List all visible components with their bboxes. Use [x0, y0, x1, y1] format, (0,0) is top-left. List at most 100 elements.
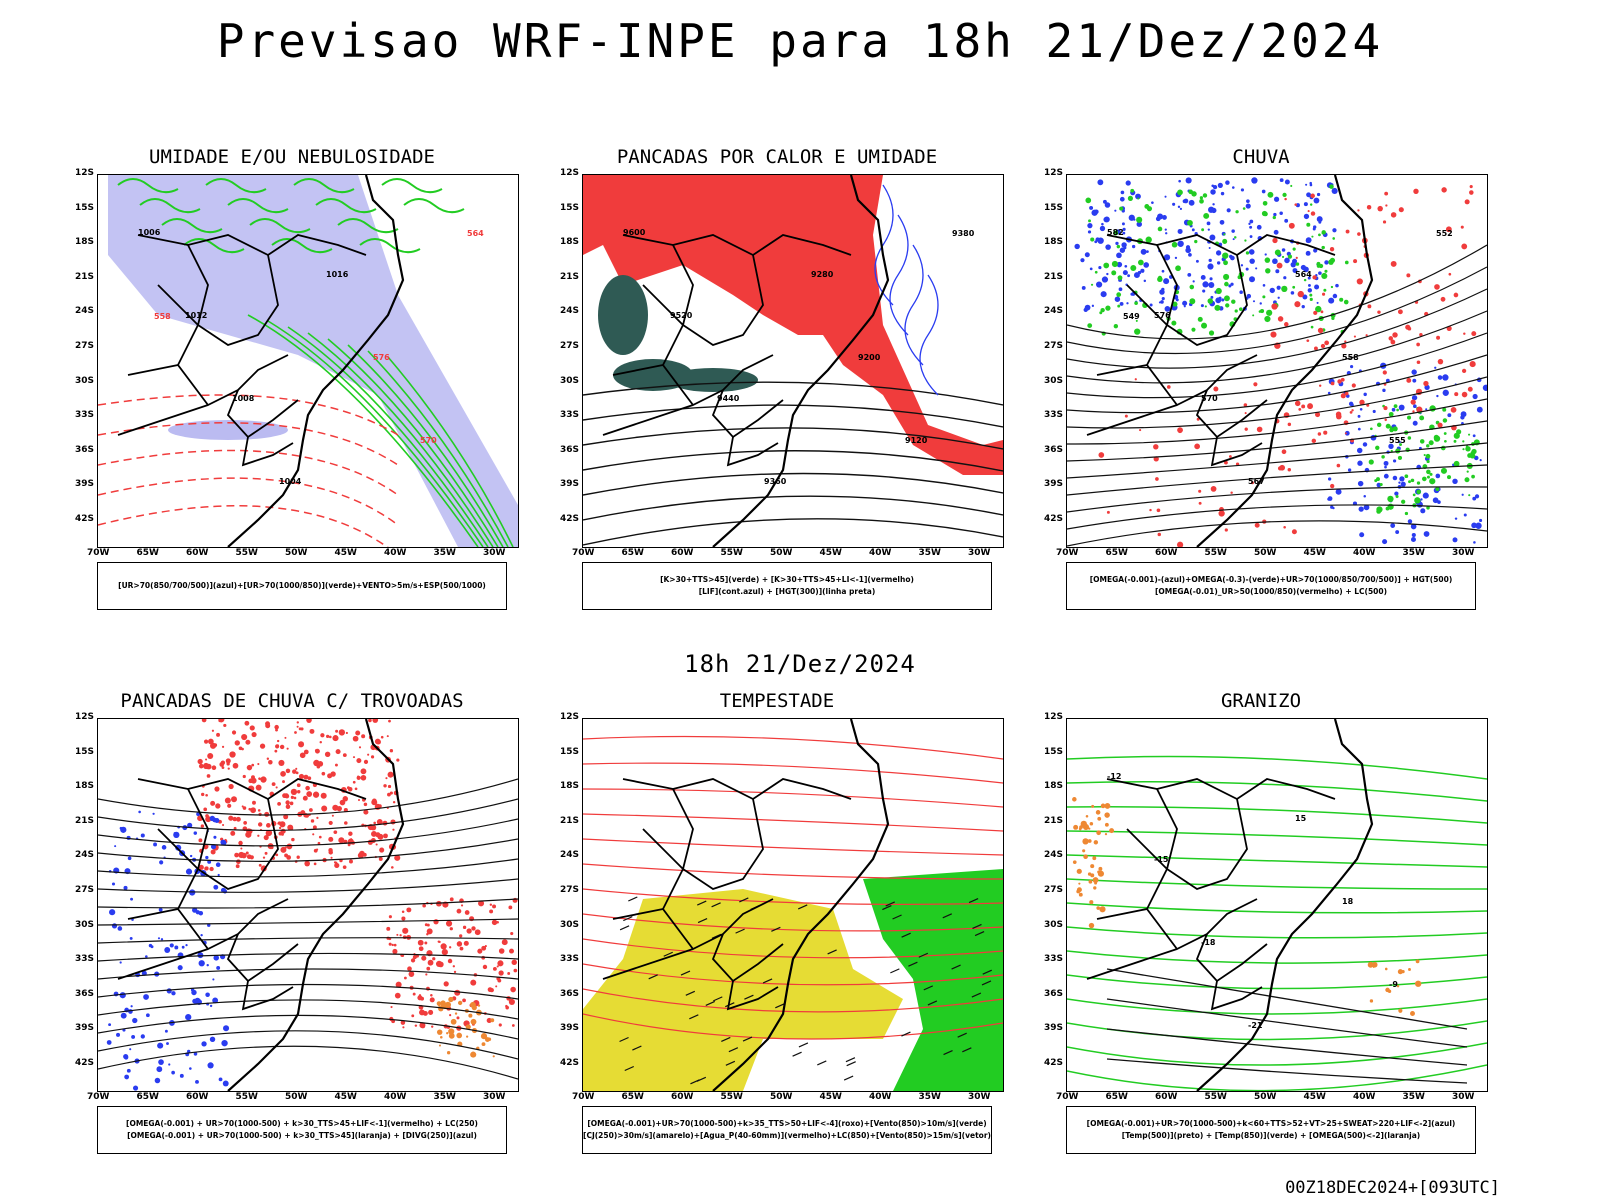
- wind-vector: [725, 1060, 736, 1066]
- storm-area: [292, 769, 297, 774]
- orange-area: [465, 1024, 471, 1030]
- omega500-area: [1085, 814, 1089, 818]
- omega-area: [1187, 272, 1192, 277]
- lon-tick-label: 65W: [1105, 1092, 1128, 1102]
- storm-area: [320, 733, 325, 738]
- storm-area: [387, 784, 392, 789]
- precip-area: [1277, 316, 1284, 322]
- humidity-low-contour: [381, 178, 443, 194]
- omega-area: [1412, 420, 1418, 426]
- omega-area: [1259, 302, 1262, 305]
- storm-area: [299, 752, 306, 759]
- omega500-area: [1088, 922, 1095, 929]
- lon-tick-label: 60W: [1155, 548, 1178, 558]
- storm-area: [289, 801, 294, 806]
- temp500-contour: [1106, 1028, 1468, 1066]
- storm-area: [425, 973, 428, 976]
- omega-area: [1307, 288, 1313, 293]
- lat-tick-label: 33S: [560, 954, 580, 965]
- storm-area: [449, 897, 454, 902]
- lon-tick-label: 30W: [483, 1092, 506, 1102]
- streamline: [98, 918, 518, 926]
- omega-area: [1212, 203, 1215, 206]
- storm-area: [266, 823, 271, 828]
- wind-vector: [648, 974, 658, 980]
- omega-area: [1208, 258, 1212, 263]
- omega-area: [1248, 222, 1251, 225]
- omega-area: [1217, 182, 1223, 188]
- divergence-area: [193, 1052, 198, 1056]
- storm-area: [378, 804, 382, 808]
- omega-area: [1179, 207, 1183, 211]
- orange-area: [440, 1000, 446, 1006]
- omega-area: [1115, 241, 1119, 245]
- humidity-low-contour: [403, 198, 465, 214]
- divergence-area: [123, 885, 128, 890]
- omega-area: [1136, 221, 1142, 227]
- lat-tick-label: 21S: [560, 815, 580, 826]
- storm-area: [307, 776, 312, 781]
- precip-area: [1416, 342, 1420, 347]
- storm-area: [285, 768, 291, 774]
- storm-area: [298, 727, 302, 731]
- omega-area: [1388, 443, 1394, 450]
- omega500-area: [1078, 892, 1083, 897]
- omega-area: [1163, 278, 1170, 285]
- omega500-area: [1104, 812, 1110, 818]
- omega-area: [1087, 222, 1093, 229]
- panel-legend: [OMEGA(-0.001)+UR>70(1000-500)+k<60+TTS>…: [1066, 1106, 1476, 1154]
- omega-area: [1473, 541, 1476, 544]
- divergence-area: [166, 1042, 169, 1045]
- streamline: [98, 1030, 518, 1060]
- storm-area: [210, 800, 216, 806]
- storm-area: [394, 992, 401, 999]
- lon-tick-label: 60W: [186, 548, 209, 558]
- precip-area: [1317, 327, 1324, 334]
- divergence-area: [123, 1055, 129, 1060]
- omega-strong-area: [1130, 264, 1137, 271]
- omega-area: [1290, 291, 1295, 295]
- lat-tick-label: 15S: [1044, 746, 1064, 757]
- orange-area: [436, 1029, 443, 1035]
- omega-area: [1479, 458, 1482, 462]
- storm-area: [332, 735, 339, 742]
- storm-area: [222, 824, 225, 827]
- omega-area: [1472, 496, 1477, 501]
- omega-area: [1256, 224, 1262, 230]
- omega-area: [1399, 406, 1404, 411]
- lon-tick-label: 55W: [1204, 1092, 1227, 1102]
- streamline: [98, 952, 518, 962]
- lat-tick-label: 36S: [75, 444, 95, 455]
- storm-area: [230, 830, 236, 836]
- storm-area: [492, 904, 497, 909]
- country-border: [127, 364, 179, 376]
- omega-area: [1324, 260, 1329, 265]
- lat-tick-label: 36S: [1044, 444, 1064, 455]
- country-border: [1145, 324, 1258, 407]
- omega-area: [1106, 272, 1109, 276]
- omega-area: [1249, 225, 1253, 229]
- storm-area: [383, 833, 388, 839]
- streamline: [1067, 504, 1487, 530]
- omega-area: [1392, 475, 1398, 481]
- storm-area: [422, 903, 426, 908]
- omega-area: [1221, 298, 1225, 302]
- omega-area: [1209, 277, 1213, 281]
- omega500-area: [1104, 833, 1108, 836]
- storm-area: [400, 1020, 406, 1025]
- storm-area: [318, 835, 322, 839]
- storm-area: [232, 816, 237, 822]
- lat-tick-label: 24S: [1044, 850, 1064, 861]
- water-contour: [583, 838, 1003, 856]
- precip-area: [1471, 331, 1477, 337]
- omega500-area: [1099, 906, 1106, 913]
- lat-tick-label: 12S: [1044, 712, 1064, 722]
- omega-strong-area: [1426, 444, 1430, 448]
- storm-area: [294, 731, 297, 734]
- hgt300-contour: [583, 518, 1003, 546]
- lon-tick-label: 55W: [235, 1092, 258, 1102]
- omega500-area: [1398, 1008, 1403, 1013]
- panel-umidade: UMIDADE E/OU NEBULOSIDADE 12S 15S 18S 21S 24S…: [57, 146, 527, 626]
- storm-area: [260, 776, 267, 783]
- omega-area: [1400, 481, 1406, 487]
